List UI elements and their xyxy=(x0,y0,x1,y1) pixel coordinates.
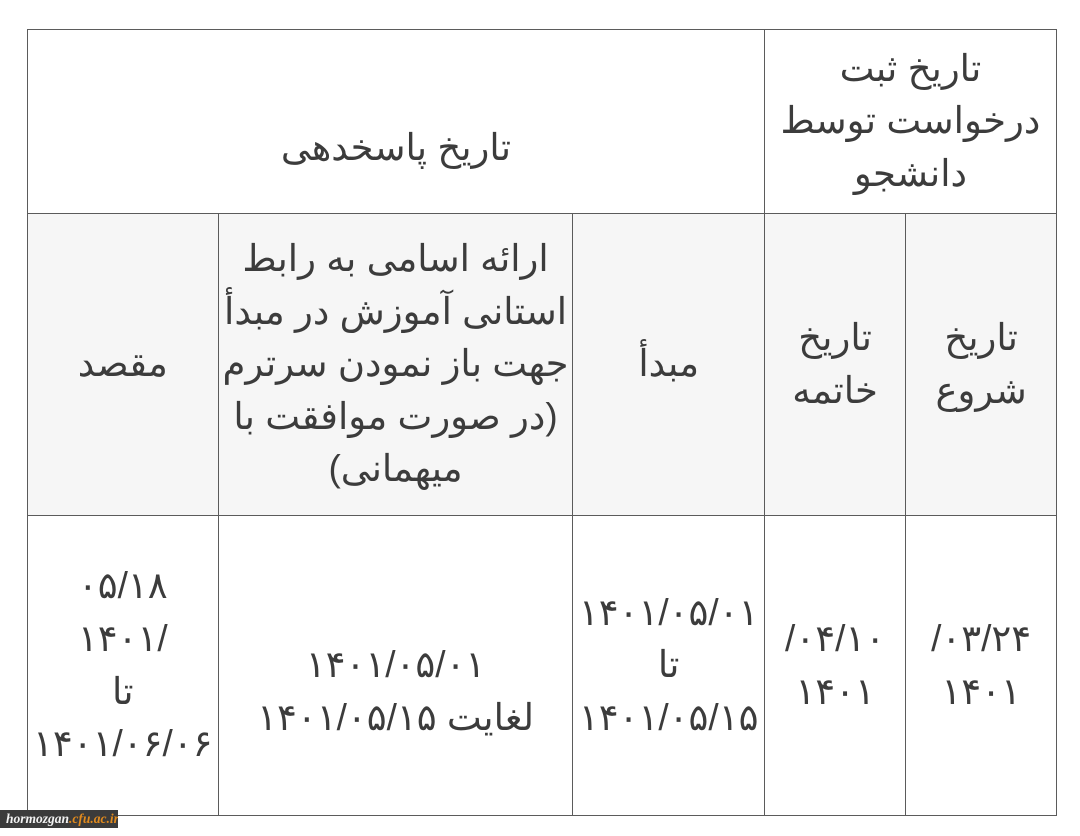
svg-text:hormozgan.cfu.ac.ir: hormozgan.cfu.ac.ir xyxy=(6,811,118,826)
